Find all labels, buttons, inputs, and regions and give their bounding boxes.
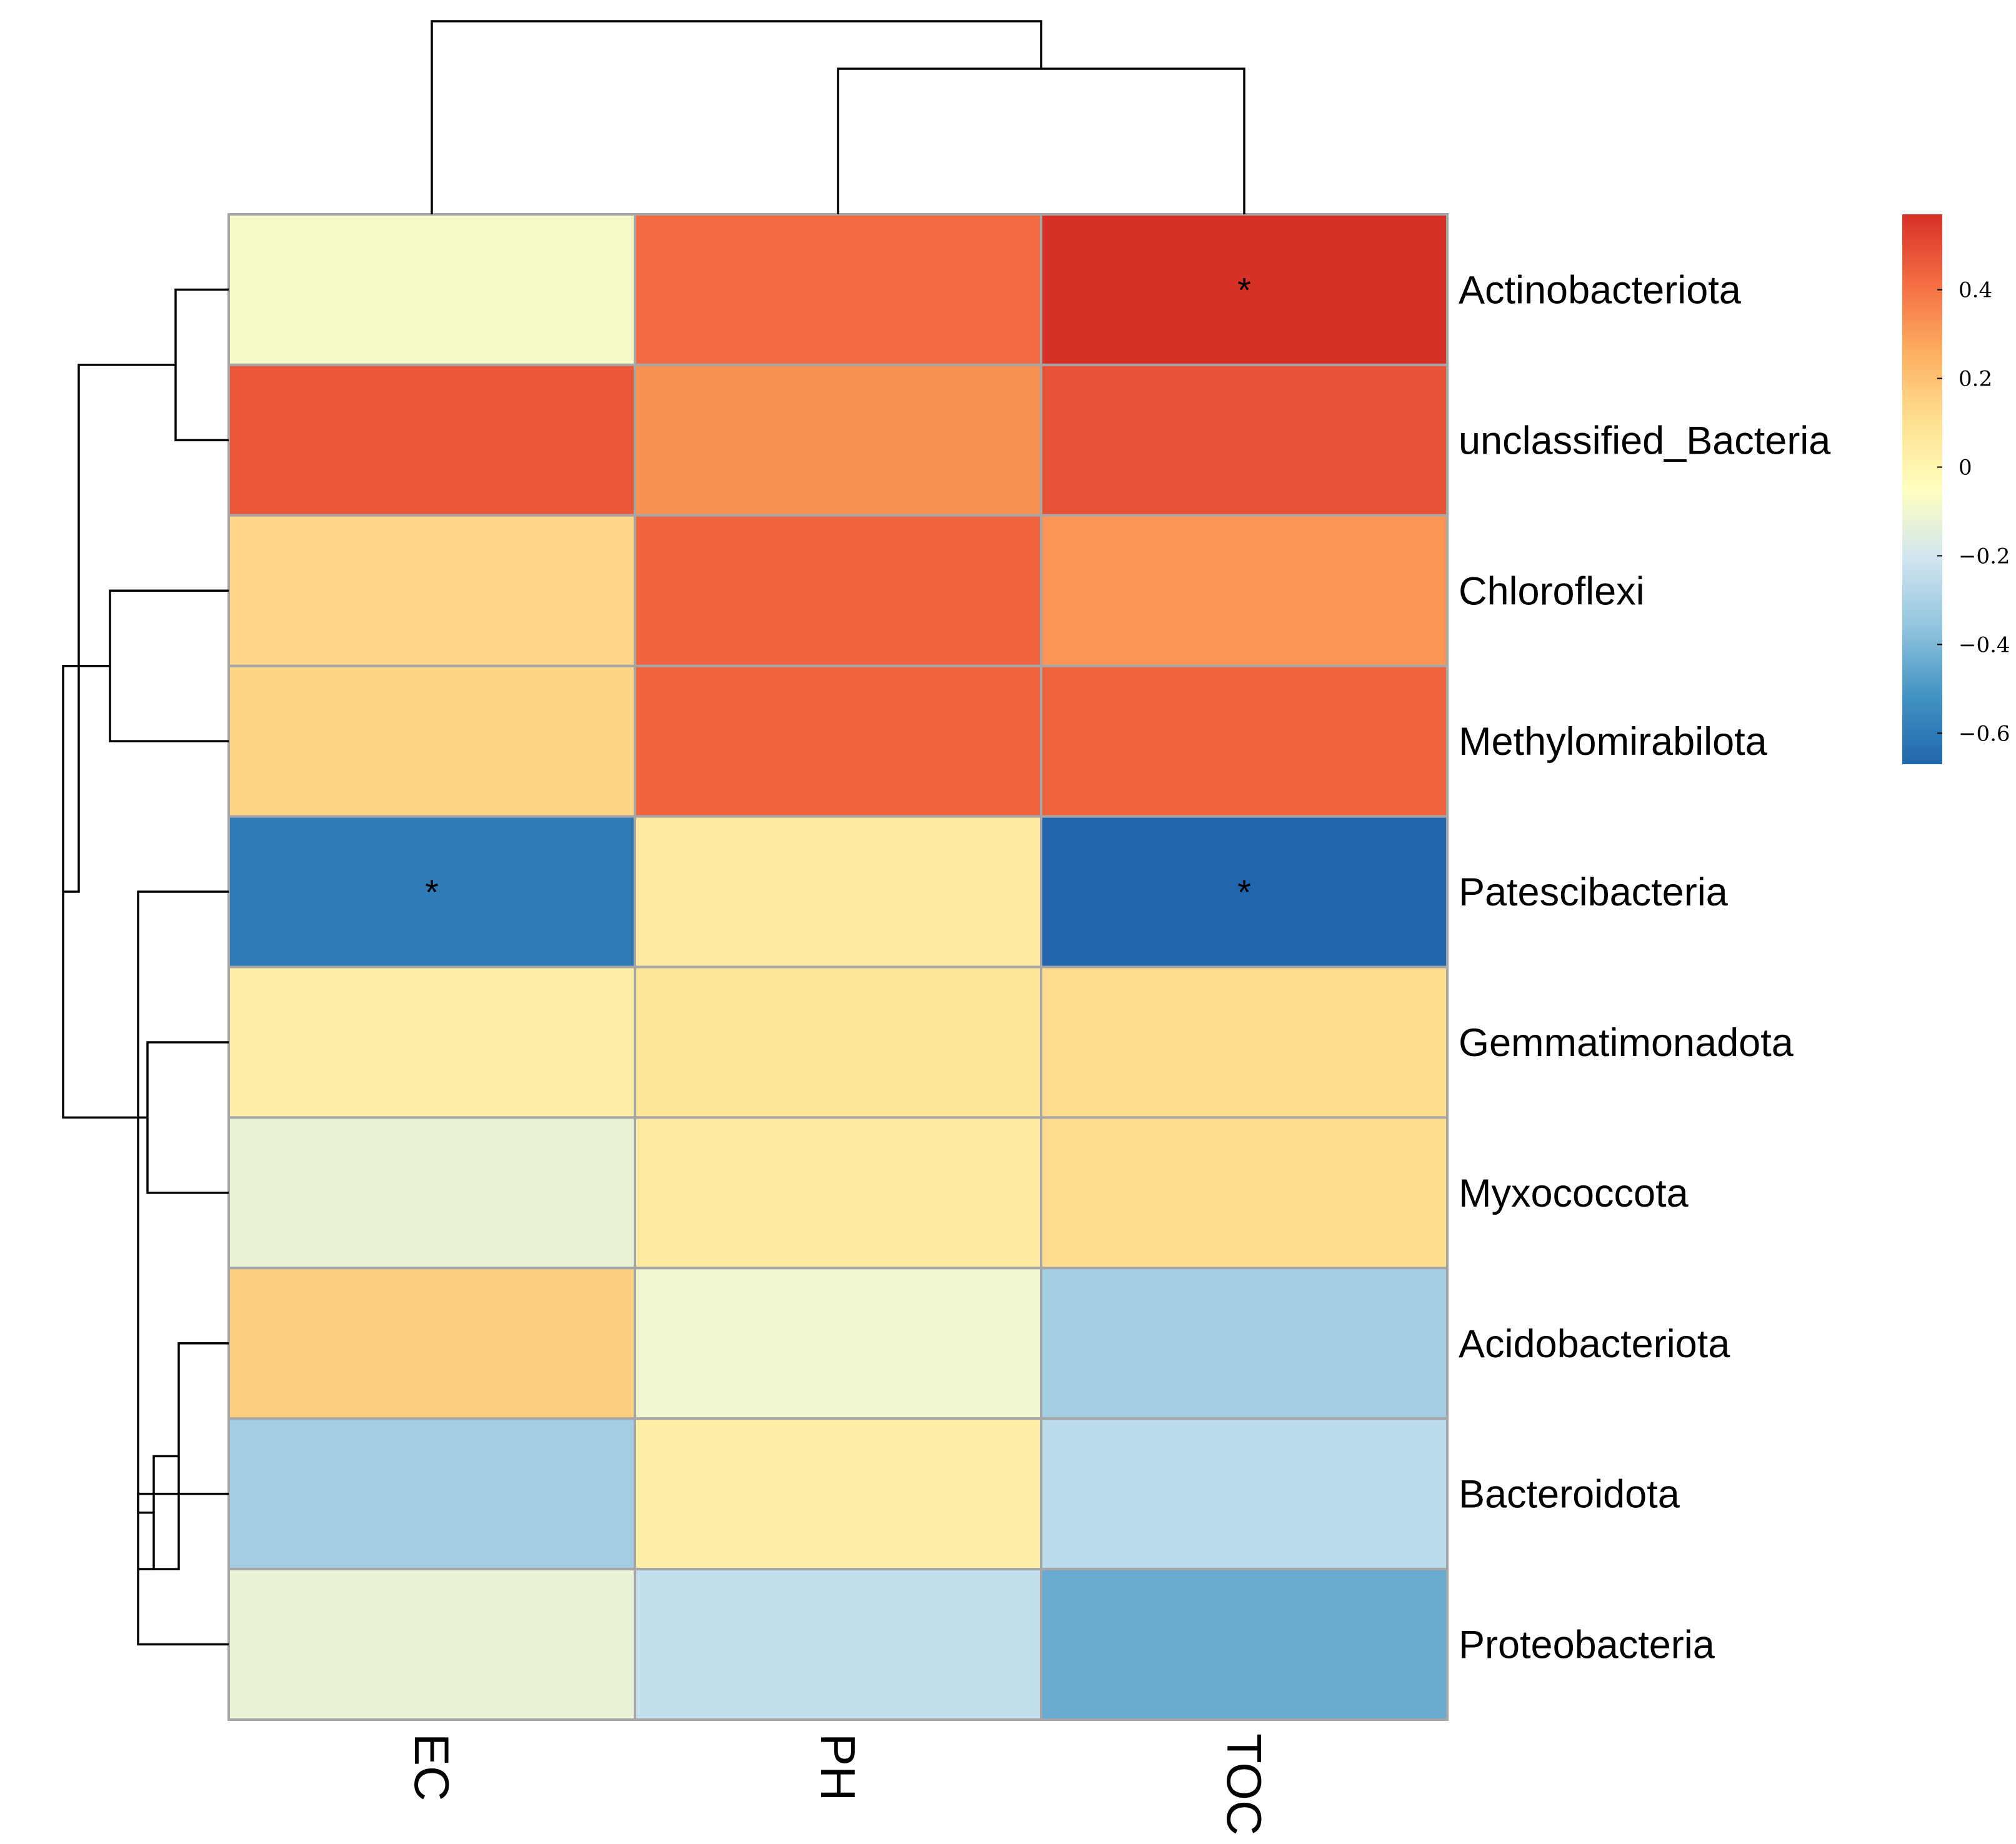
row-dendrogram	[62, 288, 229, 1646]
heatmap-cell	[634, 1267, 1042, 1420]
heatmap-cell	[634, 1568, 1042, 1722]
heatmap-cell	[1040, 1267, 1449, 1420]
row-dendrogram-branch	[109, 589, 229, 742]
colorbar-tick-label: −0.4	[1959, 632, 2010, 657]
row-label: Acidobacteriota	[1459, 1322, 1730, 1366]
heatmap-cell	[1040, 1417, 1449, 1571]
row-dendrogram-branch	[174, 288, 229, 442]
heatmap-cells	[227, 213, 1449, 1722]
column-labels: EC PH TOC	[404, 1733, 1272, 1835]
heatmap-cell	[634, 965, 1042, 1119]
column-label: TOC	[1217, 1733, 1272, 1835]
heatmap-cell	[227, 1568, 636, 1722]
heatmap-cell	[1040, 213, 1449, 366]
heatmap-cell	[227, 965, 636, 1119]
column-label: EC	[404, 1733, 459, 1801]
heatmap-cell	[227, 514, 636, 667]
significance-star: *	[1237, 872, 1251, 912]
heatmap-cell	[1040, 514, 1449, 667]
heatmap-cell	[634, 664, 1042, 818]
heatmap-cell	[1040, 1116, 1449, 1270]
heatmap-cell	[1040, 363, 1449, 517]
colorbar-tick-label: 0.4	[1959, 278, 1992, 303]
heatmap-cell	[634, 514, 1042, 667]
heatmap-cell	[1040, 965, 1449, 1119]
row-label: Patescibacteria	[1459, 870, 1729, 914]
row-label: Bacteroidota	[1459, 1473, 1680, 1517]
row-label: Myxococcota	[1459, 1172, 1689, 1215]
heatmap-cell	[227, 815, 636, 969]
colorbar-gradient	[1902, 214, 1942, 764]
column-dendrogram-branch	[837, 67, 1245, 214]
column-dendrogram	[431, 20, 1245, 214]
row-dendrogram-branch	[138, 1342, 229, 1570]
heatmap-cell	[1040, 815, 1449, 969]
row-label: unclassified_Bacteria	[1459, 419, 1831, 462]
heatmap-cell	[634, 1116, 1042, 1270]
heatmap-cell	[227, 664, 636, 818]
colorbar-tick-label: 0.2	[1959, 367, 1992, 392]
row-label: Actinobacteriota	[1459, 268, 1742, 312]
colorbar-tick-label: −0.6	[1959, 721, 2010, 746]
heatmap-cell	[227, 213, 636, 366]
row-label: Methylomirabilota	[1459, 720, 1768, 764]
heatmap-cell	[227, 1267, 636, 1420]
colorbar: 0.4 0.2 0 −0.2 −0.4 −0.6	[1902, 214, 2010, 764]
row-dendrogram-branch	[137, 890, 229, 1514]
column-dendrogram-branch	[431, 20, 1042, 214]
significance-star: *	[1237, 270, 1251, 309]
row-label: Gemmatimonadota	[1459, 1021, 1794, 1065]
row-labels: Actinobacteriota unclassified_Bacteria Chl…	[1459, 268, 1831, 1667]
heatmap-cell	[634, 1417, 1042, 1571]
heatmap-cell	[227, 1116, 636, 1270]
heatmap-cell	[634, 815, 1042, 969]
row-dendrogram-branch	[146, 1041, 229, 1194]
colorbar-tick-label: 0	[1959, 456, 1972, 481]
heatmap-cell	[227, 1417, 636, 1571]
heatmap-cell	[1040, 1568, 1449, 1722]
heatmap-cell	[1040, 664, 1449, 818]
heatmap-cell	[227, 363, 636, 517]
significance-markers: * * *	[425, 270, 1251, 912]
row-label: Chloroflexi	[1459, 569, 1645, 613]
heatmap-cell	[634, 363, 1042, 517]
row-label: Proteobacteria	[1459, 1623, 1715, 1667]
heatmap-cell	[634, 213, 1042, 366]
colorbar-tick-label: −0.2	[1959, 544, 2010, 569]
column-label: PH	[811, 1733, 866, 1801]
row-dendrogram-branch	[63, 364, 176, 893]
significance-star: *	[425, 872, 439, 912]
